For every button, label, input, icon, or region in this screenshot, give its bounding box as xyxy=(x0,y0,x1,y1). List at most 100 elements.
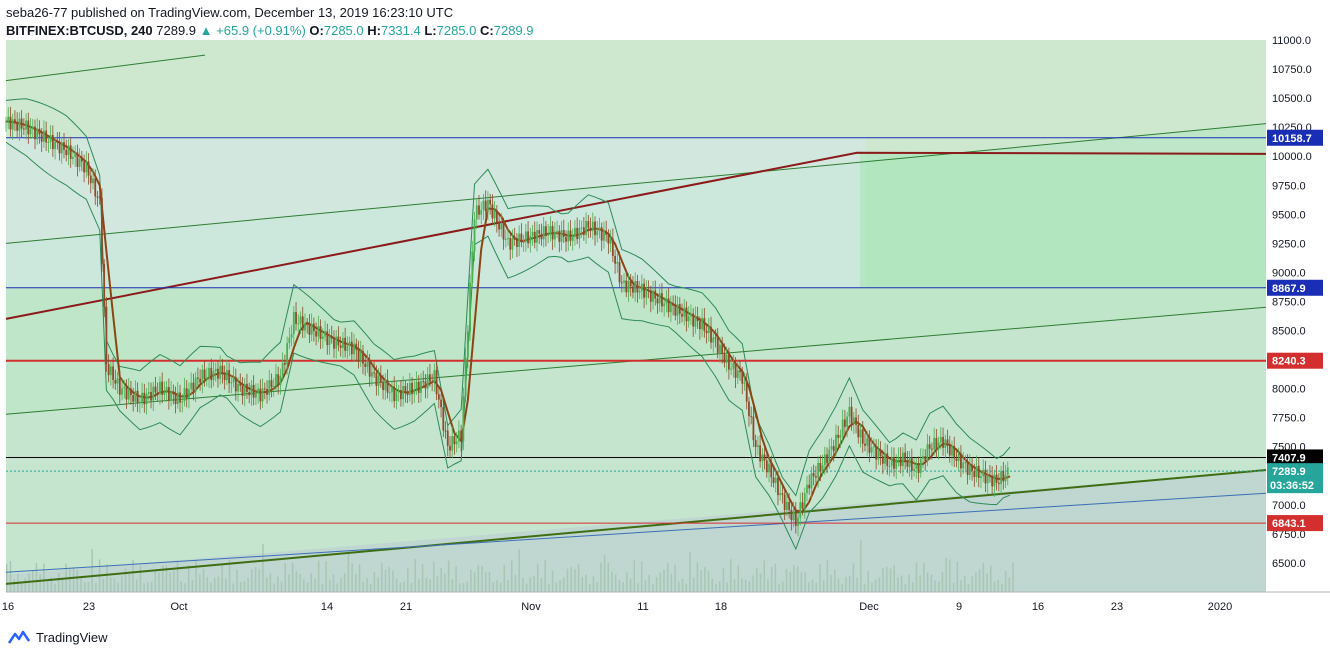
candle-body xyxy=(22,128,25,130)
candle-body xyxy=(268,380,271,395)
volume-bar xyxy=(277,576,279,592)
volume-bar xyxy=(648,575,650,592)
volume-bar xyxy=(889,568,892,592)
volume-bar xyxy=(169,572,171,592)
candle-body xyxy=(243,383,246,396)
x-tick-label: 11 xyxy=(637,601,648,613)
candle-body xyxy=(763,454,766,461)
candle-body xyxy=(203,369,206,380)
volume-bar xyxy=(355,574,357,592)
tradingview-logo[interactable]: TradingView xyxy=(8,629,108,645)
volume-bar xyxy=(548,583,550,592)
candle-body xyxy=(937,442,940,450)
candle-body xyxy=(246,383,248,393)
candle-body xyxy=(748,401,750,417)
level-tag-label: 8240.3 xyxy=(1272,356,1306,368)
candle-body xyxy=(551,226,554,240)
candle-body xyxy=(83,161,85,173)
volume-bar xyxy=(611,571,613,592)
candle-body xyxy=(678,304,681,314)
volume-bar xyxy=(752,575,754,592)
candle-body xyxy=(569,230,572,241)
candle-body xyxy=(553,231,556,240)
countdown-label: 03:36:52 xyxy=(1270,480,1314,492)
candle-body xyxy=(832,446,835,452)
volume-bar xyxy=(756,567,758,592)
candle-body xyxy=(828,449,831,464)
candle-body xyxy=(623,280,625,283)
volume-bar xyxy=(429,579,431,592)
volume-bar xyxy=(652,583,654,592)
volume-bar xyxy=(718,581,721,592)
volume-bar xyxy=(674,564,676,592)
candle-body xyxy=(946,439,949,446)
volume-bar xyxy=(700,569,702,592)
last-price-label: 7289.9 xyxy=(1272,466,1306,478)
volume-bar xyxy=(566,568,569,592)
level-tag xyxy=(1267,129,1323,146)
volume-bar xyxy=(340,577,342,592)
volume-bar xyxy=(978,569,981,592)
volume-bar xyxy=(24,578,27,592)
candle-body xyxy=(632,286,634,293)
candle-body xyxy=(518,233,521,247)
volume-bar xyxy=(388,567,390,592)
volume-bar xyxy=(808,582,810,592)
volume-bar xyxy=(9,560,12,592)
candle-body xyxy=(366,360,369,367)
candle-body xyxy=(984,469,987,484)
volume-bar xyxy=(789,572,791,592)
candle-body xyxy=(587,221,590,228)
volume-bar xyxy=(139,565,142,592)
candle-body xyxy=(1006,467,1009,475)
volume-bar xyxy=(418,579,420,592)
volume-bar xyxy=(930,574,933,592)
candle-body xyxy=(509,238,512,250)
candle-body xyxy=(933,437,936,450)
candle-body xyxy=(772,477,775,483)
candle-body xyxy=(596,230,599,236)
volume-bar xyxy=(577,564,580,592)
candle-body xyxy=(841,419,844,436)
candle-body xyxy=(611,238,614,256)
candle-body xyxy=(190,382,193,390)
volume-bar xyxy=(232,583,235,592)
volume-bar xyxy=(949,560,951,592)
volume-bar xyxy=(518,549,520,592)
volume-bar xyxy=(329,579,331,592)
candle-body xyxy=(295,312,297,324)
candle-body xyxy=(582,227,585,236)
candle-body xyxy=(893,456,895,469)
volume-bar xyxy=(704,567,706,592)
candle-body xyxy=(368,360,371,377)
candle-body xyxy=(272,385,275,388)
volume-bar xyxy=(459,583,461,592)
candle-body xyxy=(580,227,583,229)
lower-zone xyxy=(6,469,1266,592)
candle-body xyxy=(388,392,391,394)
candle-body xyxy=(72,157,74,159)
volume-bar xyxy=(845,576,847,592)
candle-body xyxy=(359,350,362,361)
candle-body xyxy=(239,383,242,386)
candle-body xyxy=(788,502,791,511)
volume-bar xyxy=(834,569,836,592)
volume-bar xyxy=(796,566,799,592)
candle-body xyxy=(645,289,648,298)
volume-bar xyxy=(35,562,38,592)
candle-body xyxy=(301,316,304,331)
volume-bar xyxy=(87,581,90,592)
candle-body xyxy=(565,236,567,242)
y-tick-label: 7000.0 xyxy=(1272,500,1306,512)
y-tick-label: 9000.0 xyxy=(1272,267,1306,279)
candle-body xyxy=(857,424,860,438)
candle-body xyxy=(710,326,712,343)
candle-body xyxy=(263,388,266,390)
volume-bar xyxy=(280,581,283,592)
candle-body xyxy=(919,458,922,473)
candle-body xyxy=(446,430,449,446)
candle-body xyxy=(995,474,998,483)
candle-body xyxy=(406,392,409,396)
candle-body xyxy=(161,381,164,395)
